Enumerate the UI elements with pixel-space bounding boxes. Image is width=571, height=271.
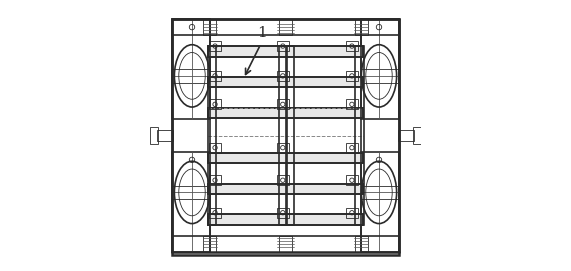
Bar xyxy=(346,41,358,51)
Bar xyxy=(150,127,158,144)
Bar xyxy=(355,236,368,252)
Bar xyxy=(172,152,210,252)
Bar xyxy=(279,19,292,35)
Bar xyxy=(346,175,358,185)
Bar xyxy=(208,46,363,57)
Bar xyxy=(287,46,293,225)
Bar xyxy=(208,214,363,225)
Bar xyxy=(209,99,221,109)
Bar xyxy=(277,99,289,109)
Bar xyxy=(279,236,292,252)
Bar xyxy=(413,127,421,144)
Bar xyxy=(346,143,358,153)
Bar xyxy=(209,175,221,185)
Bar xyxy=(209,208,221,218)
Bar xyxy=(346,208,358,218)
Bar xyxy=(203,236,216,252)
Bar xyxy=(209,143,221,153)
Bar xyxy=(208,108,363,118)
Bar xyxy=(355,46,364,225)
Bar xyxy=(208,108,363,118)
Bar xyxy=(208,46,216,225)
Bar xyxy=(209,71,221,81)
Bar xyxy=(355,19,368,35)
Bar xyxy=(208,77,363,87)
Bar xyxy=(346,71,358,81)
Bar xyxy=(208,46,363,57)
Bar xyxy=(277,208,289,218)
Bar xyxy=(279,46,286,225)
Bar xyxy=(361,19,399,119)
Bar xyxy=(208,214,363,225)
Bar xyxy=(277,41,289,51)
Bar xyxy=(277,175,289,185)
Bar xyxy=(208,184,363,194)
Bar xyxy=(208,153,363,163)
Bar xyxy=(398,130,414,141)
Bar xyxy=(172,19,210,119)
Text: 1: 1 xyxy=(258,25,267,40)
Bar xyxy=(208,153,363,163)
Bar xyxy=(209,41,221,51)
Bar xyxy=(361,152,399,252)
Bar xyxy=(172,19,399,255)
Bar xyxy=(208,77,363,87)
Bar xyxy=(346,99,358,109)
Bar xyxy=(277,143,289,153)
Bar xyxy=(157,130,173,141)
Bar xyxy=(203,19,216,35)
Bar xyxy=(277,71,289,81)
Bar xyxy=(208,184,363,194)
